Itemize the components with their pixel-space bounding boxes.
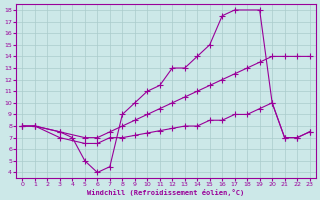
X-axis label: Windchill (Refroidissement éolien,°C): Windchill (Refroidissement éolien,°C) [87,189,245,196]
